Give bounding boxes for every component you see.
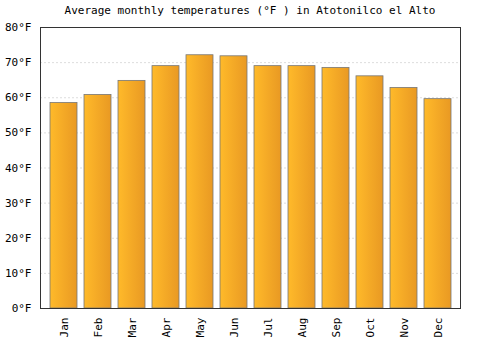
svg-text:Sep: Sep bbox=[330, 318, 343, 338]
svg-text:20°F: 20°F bbox=[5, 232, 32, 245]
svg-text:0°F: 0°F bbox=[12, 302, 32, 315]
svg-text:70°F: 70°F bbox=[5, 56, 32, 69]
svg-text:Mar: Mar bbox=[126, 317, 139, 337]
svg-text:May: May bbox=[194, 317, 207, 337]
svg-text:10°F: 10°F bbox=[5, 267, 32, 280]
svg-text:80°F: 80°F bbox=[5, 22, 32, 34]
svg-text:Jan: Jan bbox=[58, 318, 71, 338]
svg-text:Dec: Dec bbox=[432, 318, 445, 338]
svg-text:60°F: 60°F bbox=[5, 91, 32, 104]
svg-text:Nov: Nov bbox=[398, 317, 411, 337]
svg-text:40°F: 40°F bbox=[5, 162, 32, 175]
svg-text:Aug: Aug bbox=[296, 318, 309, 338]
html-text:Average monthly temperatures (: Average monthly temperatures (°F ) in At… bbox=[64, 4, 436, 17]
svg-text:30°F: 30°F bbox=[5, 197, 32, 210]
svg-text:Feb: Feb bbox=[92, 318, 105, 338]
svg-text:50°F: 50°F bbox=[5, 126, 32, 139]
svg-text:Jul: Jul bbox=[262, 318, 275, 338]
svg-text:Oct: Oct bbox=[364, 318, 377, 338]
svg-text:Apr: Apr bbox=[160, 317, 173, 337]
svg-text:Jun: Jun bbox=[228, 318, 241, 338]
